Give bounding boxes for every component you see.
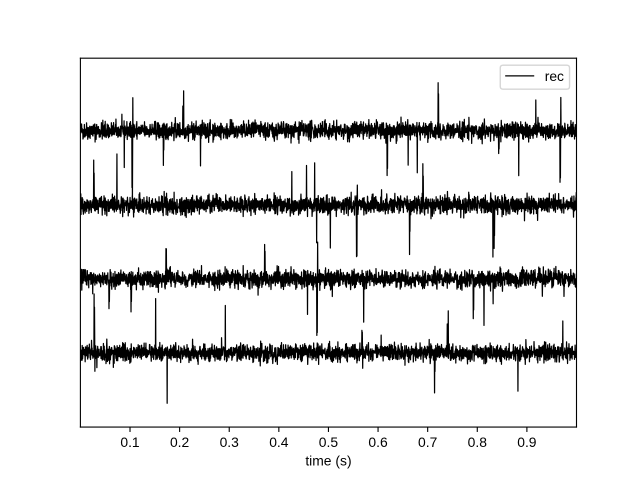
svg-text:rec: rec [545,68,564,84]
svg-text:0.8: 0.8 [468,434,488,450]
svg-text:0.4: 0.4 [269,434,289,450]
svg-text:0.7: 0.7 [418,434,438,450]
svg-text:0.5: 0.5 [319,434,339,450]
svg-text:0.6: 0.6 [368,434,388,450]
svg-text:0.3: 0.3 [220,434,240,450]
svg-text:time (s): time (s) [305,452,351,468]
svg-text:0.9: 0.9 [517,434,537,450]
svg-text:0.2: 0.2 [170,434,190,450]
svg-text:0.1: 0.1 [120,434,140,450]
